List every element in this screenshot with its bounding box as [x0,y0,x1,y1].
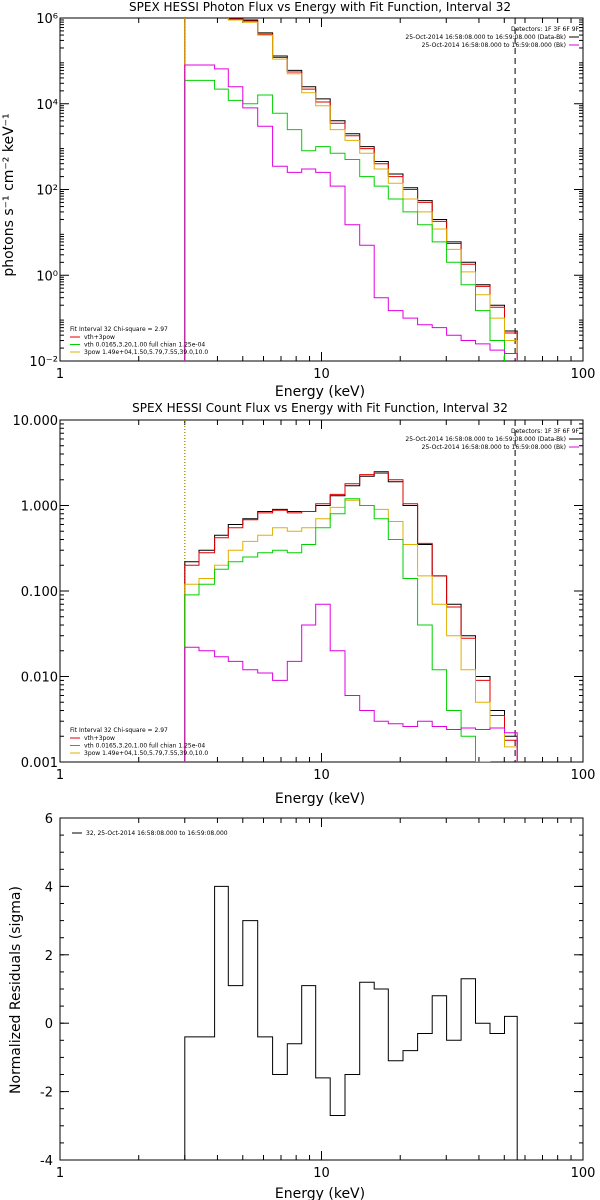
residuals-frame [59,817,584,1161]
photon-flux-ylabel: photons s⁻¹ cm⁻² keV⁻¹ [1,113,17,276]
legend-entry: 32, 25-Oct-2014 16:58:08.000 to 16:59:08… [86,830,228,837]
y-tick-label: 10.000 [13,414,59,429]
y-tick-label: 2 [45,949,53,964]
series-step-line-4 [184,603,518,762]
fit-legend-entry: 3pow 1.49e+04,1.50,5.79,7.55,39.0,10.0 [84,750,208,757]
x-tick-label: 10 [313,1166,330,1181]
fit-legend-header: Fit Interval 32 Chi-square = 2.97 [70,326,168,333]
y-tick-label: -2 [40,1086,53,1101]
fit-legend-entry: 3pow 1.49e+04,1.50,5.79,7.55,39.0,10.0 [84,349,208,356]
y-tick-label: 4 [45,880,53,895]
legend-header: Detectors: 1F 3F 6F 9F [511,26,580,33]
y-tick-label: 0.001 [21,756,58,771]
residuals-plot-area: 1 10 100 -4 -2 0 2 4 6 32, 25-Oct-2014 16:58:08.0… [40,812,595,1181]
count-flux-title: SPEX HESSI Count Flux vs Energy with Fit… [132,401,508,415]
residuals-xlabel: Energy (keV) [275,1186,365,1200]
photon-flux-xlabel: Energy (keV) [275,384,365,400]
series-step-line-3 [184,498,518,762]
series-step-line-3 [184,79,518,361]
count-flux-xlabel: Energy (keV) [275,791,365,807]
y-tick-label: 10⁴ [36,98,58,113]
fit-legend-header: Fit Interval 32 Chi-square = 2.97 [70,727,168,734]
fit-legend-entry: vth 0.0165,3.20,1.00 full chian 1.25e-04 [84,743,205,750]
series-step-line-0 [184,885,518,1160]
legend-entry: 25-Oct-2014 16:58:08.000 to 16:59:08.000… [422,42,566,49]
x-tick-label: 100 [571,367,596,382]
series-step-line-2 [184,18,518,361]
photon-flux-plot-area: 1 10 100 10⁻² 10⁰ 10² 10⁴ 10⁶ Detectors: 1F 3F 6… [29,12,596,382]
y-tick-label: 6 [45,812,53,827]
residuals-ylabel: Normalized Residuals (sigma) [8,886,24,1094]
series-step-line-1 [184,471,518,762]
y-tick-label: -4 [40,1154,53,1169]
legend-entry: 25-Oct-2014 16:58:08.000 to 16:59:08.000… [405,436,566,443]
y-tick-label: 0.100 [21,585,58,600]
series-step-line-0 [184,18,518,361]
x-tick-label: 10 [313,367,330,382]
series-step-line-1 [184,18,518,361]
y-tick-label: 10² [36,184,58,199]
photon-flux-panel: SPEX HESSI Photon Flux vs Energy with Fi… [1,0,595,400]
legend-header: Detectors: 1F 3F 6F 9F [511,428,580,435]
count-flux-plot-area: 1 10 100 0.001 0.010 0.100 1.000 10.000 Detector… [13,414,596,783]
series-step-line-2 [184,499,518,762]
x-tick-label: 100 [571,1166,596,1181]
y-tick-label: 1.000 [21,500,58,515]
y-tick-label: 10⁰ [36,269,58,284]
x-tick-label: 1 [56,768,64,783]
fit-legend-entry: vth+3pow [84,334,115,341]
series-step-line-0 [184,472,518,762]
y-tick-label: 10⁶ [36,12,58,27]
legend-entry: 25-Oct-2014 16:58:08.000 to 16:59:08.000… [405,34,566,41]
fit-legend-entry: vth+3pow [84,735,115,742]
fit-legend-entry: vth 0.0165,3.20,1.00 full chian 1.25e-04 [84,342,205,349]
y-tick-label: 0.010 [21,671,58,686]
series-step-line-4 [184,64,518,361]
x-tick-label: 100 [571,768,596,783]
y-tick-label: 10⁻² [29,355,58,370]
x-tick-label: 1 [56,1166,64,1181]
x-tick-label: 1 [56,367,64,382]
y-tick-label: 0 [45,1017,53,1032]
residuals-panel: Energy (keV) Normalized Residuals (sigma… [8,812,595,1200]
x-tick-label: 10 [313,768,330,783]
count-flux-panel: SPEX HESSI Count Flux vs Energy with Fit… [13,401,596,807]
photon-flux-title: SPEX HESSI Photon Flux vs Energy with Fi… [129,0,511,14]
legend-entry: 25-Oct-2014 16:58:08.000 to 16:59:08.000… [422,444,566,451]
